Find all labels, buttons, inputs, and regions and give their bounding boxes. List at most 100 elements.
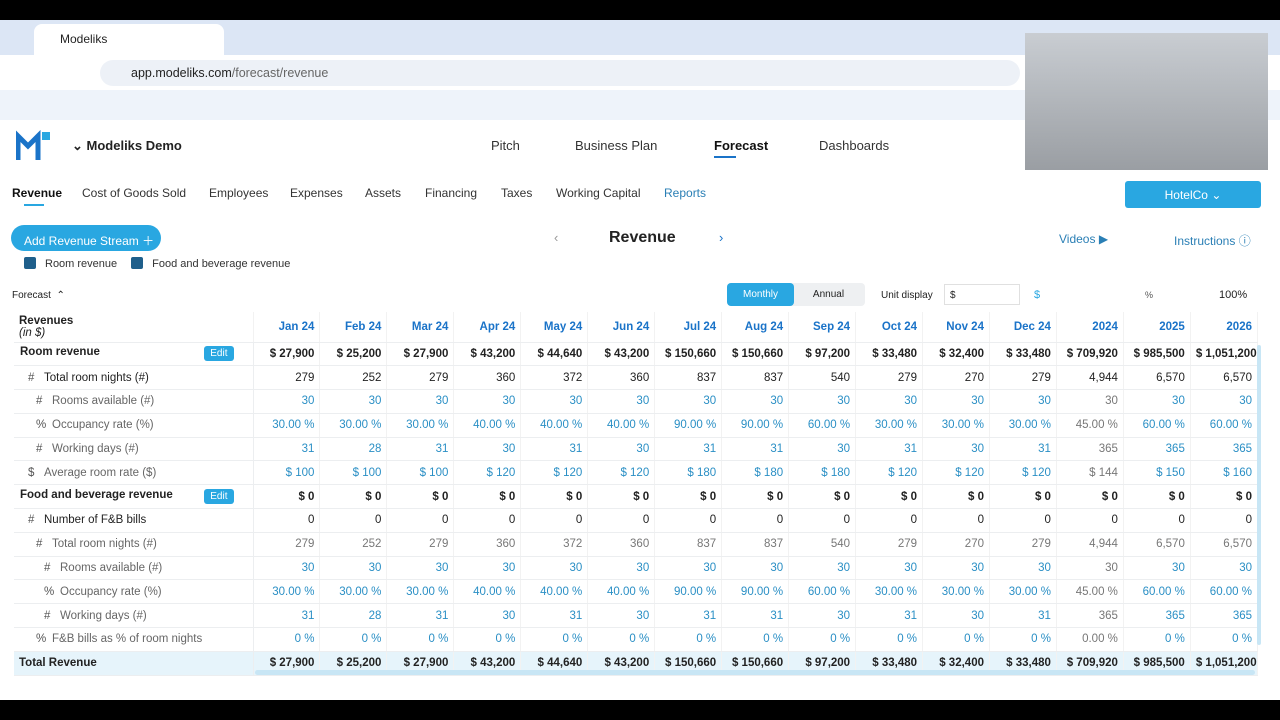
cell[interactable]: 30.00 %: [989, 413, 1057, 438]
cell[interactable]: 28: [319, 437, 388, 462]
cell[interactable]: $ 120: [587, 460, 656, 486]
cell[interactable]: 30: [922, 603, 990, 629]
section-tab[interactable]: Assets: [365, 186, 402, 200]
cell[interactable]: 30.00 %: [386, 413, 455, 438]
cell[interactable]: $ 100: [253, 460, 321, 486]
cell[interactable]: 30.00 %: [386, 579, 455, 605]
cell[interactable]: 365: [1056, 437, 1124, 462]
cell[interactable]: 30: [989, 556, 1057, 581]
cell[interactable]: 30: [788, 556, 857, 581]
cell[interactable]: 30: [453, 556, 522, 581]
cell[interactable]: 30: [253, 389, 321, 414]
toggle-option[interactable]: Monthly: [727, 283, 794, 306]
logo[interactable]: [16, 130, 52, 162]
cell[interactable]: 0 %: [788, 627, 857, 652]
cell[interactable]: 30: [319, 389, 388, 414]
cell[interactable]: 0 %: [855, 627, 924, 652]
cell[interactable]: 30.00 %: [922, 413, 990, 438]
cell[interactable]: $ 120: [520, 460, 589, 486]
h-scrollbar[interactable]: [255, 670, 1255, 675]
edit-button[interactable]: Edit: [204, 489, 234, 505]
cell[interactable]: 0 %: [453, 627, 522, 652]
cell[interactable]: 31: [721, 437, 790, 462]
cell[interactable]: 40.00 %: [520, 579, 589, 605]
section-tab[interactable]: Expenses: [290, 186, 343, 200]
cell[interactable]: $ 120: [922, 460, 990, 486]
cell[interactable]: 365: [1190, 603, 1259, 629]
section-tab[interactable]: Working Capital: [556, 186, 641, 200]
cell[interactable]: 30: [1056, 556, 1124, 581]
cell[interactable]: 30: [386, 556, 455, 581]
cell[interactable]: 31: [654, 437, 723, 462]
cell[interactable]: $ 180: [721, 460, 790, 486]
cell[interactable]: 30.00 %: [319, 579, 388, 605]
cell[interactable]: 31: [989, 603, 1057, 629]
cell[interactable]: 31: [520, 437, 589, 462]
cell[interactable]: 30: [520, 556, 589, 581]
nav-item[interactable]: Business Plan: [575, 138, 658, 153]
nav-item[interactable]: Dashboards: [819, 138, 890, 153]
cell[interactable]: 0 %: [1190, 627, 1259, 652]
cell[interactable]: 31: [520, 603, 589, 629]
cell[interactable]: 30: [654, 556, 723, 581]
cell[interactable]: 40.00 %: [520, 413, 589, 438]
percent-icon[interactable]: %: [1145, 290, 1154, 300]
zoom-level[interactable]: 100%: [1219, 289, 1248, 301]
cell[interactable]: $ 160: [1190, 460, 1259, 486]
cell[interactable]: 30.00 %: [319, 413, 388, 438]
cell[interactable]: 30.00 %: [922, 579, 990, 605]
cell[interactable]: 28: [319, 603, 388, 629]
cell[interactable]: 90.00 %: [654, 413, 723, 438]
cell[interactable]: 0 %: [989, 627, 1057, 652]
cell[interactable]: 30: [587, 603, 656, 629]
cell[interactable]: 0 %: [587, 627, 656, 652]
cell[interactable]: 30: [922, 389, 990, 414]
cell[interactable]: $ 144: [1056, 460, 1124, 486]
cell[interactable]: 30: [788, 389, 857, 414]
cell[interactable]: 30: [1123, 389, 1191, 414]
cell[interactable]: $ 120: [453, 460, 522, 486]
cell[interactable]: 0 %: [253, 627, 321, 652]
checkbox[interactable]: [24, 257, 36, 269]
cell[interactable]: $ 100: [319, 460, 388, 486]
forecast-section[interactable]: Forecast ⌃: [12, 290, 65, 301]
cell[interactable]: 30: [587, 556, 656, 581]
cell[interactable]: 30: [386, 389, 455, 414]
cell[interactable]: 60.00 %: [788, 579, 857, 605]
cell[interactable]: 30.00 %: [855, 413, 924, 438]
cell[interactable]: $ 180: [654, 460, 723, 486]
section-tab[interactable]: Employees: [209, 186, 269, 200]
company-selector[interactable]: ⌄ Modeliks Demo: [72, 138, 182, 153]
cell[interactable]: 60.00 %: [1190, 579, 1259, 605]
cell[interactable]: 31: [855, 437, 924, 462]
cell[interactable]: 30: [989, 389, 1057, 414]
cell[interactable]: 30: [654, 389, 723, 414]
cell[interactable]: 31: [386, 603, 455, 629]
cell[interactable]: 30: [922, 556, 990, 581]
cell[interactable]: 31: [253, 437, 321, 462]
cell[interactable]: 30: [587, 389, 656, 414]
currency-icon[interactable]: $: [1034, 289, 1041, 301]
cell[interactable]: 30.00 %: [855, 579, 924, 605]
cell[interactable]: $ 150: [1123, 460, 1191, 486]
section-tab[interactable]: Cost of Goods Sold: [82, 186, 187, 200]
cell[interactable]: 30: [453, 389, 522, 414]
cell[interactable]: 0 %: [922, 627, 990, 652]
cell[interactable]: 30: [788, 603, 857, 629]
prev-arrow[interactable]: ‹: [554, 230, 559, 245]
section-tab[interactable]: Financing: [425, 186, 478, 200]
cell[interactable]: 45.00 %: [1056, 413, 1124, 438]
cell[interactable]: 31: [721, 603, 790, 629]
cell[interactable]: $ 100: [386, 460, 455, 486]
cell[interactable]: 30: [855, 389, 924, 414]
cell[interactable]: 30: [1190, 556, 1259, 581]
cell[interactable]: 90.00 %: [721, 413, 790, 438]
cell[interactable]: 30: [520, 389, 589, 414]
cell[interactable]: 30: [721, 556, 790, 581]
edit-button[interactable]: Edit: [204, 346, 234, 362]
cell[interactable]: 60.00 %: [1123, 579, 1191, 605]
cell[interactable]: $ 120: [855, 460, 924, 486]
v-scrollbar[interactable]: [1257, 345, 1261, 645]
cell[interactable]: 0 %: [319, 627, 388, 652]
toggle-option[interactable]: Annual: [812, 289, 845, 300]
